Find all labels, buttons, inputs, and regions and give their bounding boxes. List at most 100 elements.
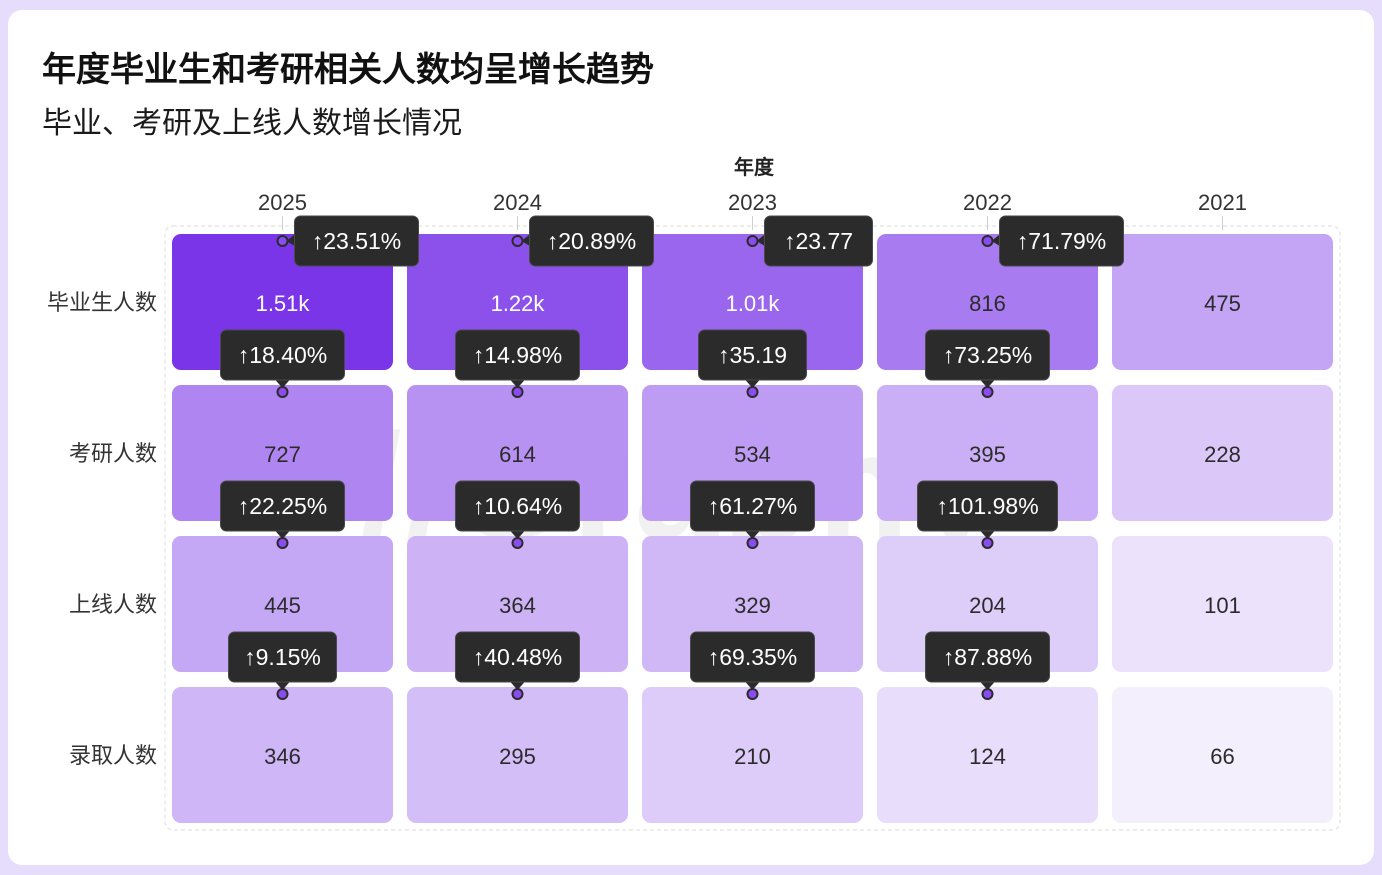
growth-label: ↑18.40% — [238, 342, 328, 368]
growth-annotation: ↑87.88% — [925, 631, 1050, 700]
growth-annotation: ↑18.40% — [220, 329, 345, 398]
plot-frame — [164, 225, 1341, 831]
x-tick-label-2024: 2024 — [493, 190, 542, 215]
growth-pointer — [744, 681, 761, 690]
cell-value-label: 1.01k — [726, 291, 781, 316]
growth-label: ↑10.64% — [473, 493, 563, 519]
y-tick-label: 上线人数 — [69, 592, 157, 617]
growth-label: ↑69.35% — [708, 644, 798, 670]
heatmap-cell — [642, 687, 863, 823]
heatmap-cell — [1112, 234, 1333, 370]
growth-annotation: ↑23.77 — [746, 215, 873, 267]
cell-value-label: 395 — [969, 442, 1006, 467]
x-axis-title: 年度 — [734, 155, 775, 179]
growth-annotation: ↑35.19 — [698, 329, 807, 398]
growth-pointer — [979, 530, 996, 539]
y-tick-label: 考研人数 — [69, 441, 157, 466]
growth-label: ↑20.89% — [547, 228, 637, 254]
growth-bubble — [690, 631, 815, 683]
heatmap-cell — [1112, 687, 1333, 823]
growth-bubble — [294, 215, 419, 267]
heatmap-cell — [1112, 536, 1333, 672]
cell-value-label: 124 — [969, 744, 1006, 769]
cell-value-label: 445 — [264, 593, 301, 618]
growth-pointer — [979, 379, 996, 388]
growth-label: ↑73.25% — [943, 342, 1033, 368]
growth-marker — [981, 537, 994, 549]
growth-marker — [746, 386, 759, 398]
growth-annotation: ↑40.48% — [455, 631, 580, 700]
growth-pointer — [744, 530, 761, 539]
growth-pointer — [509, 530, 526, 539]
heatmap-cell — [172, 687, 393, 823]
growth-bubble — [925, 631, 1050, 683]
growth-annotation: ↑14.98% — [455, 329, 580, 398]
growth-marker — [276, 235, 289, 247]
growth-annotation: ↑9.15% — [228, 631, 337, 700]
growth-bubble — [220, 329, 345, 381]
x-tick-label-2023: 2023 — [728, 190, 777, 215]
growth-marker — [511, 688, 524, 700]
growth-bubble — [455, 631, 580, 683]
growth-bubble — [917, 480, 1058, 532]
growth-annotation: ↑71.79% — [981, 215, 1124, 267]
growth-bubble — [529, 215, 654, 267]
growth-pointer — [744, 379, 761, 388]
chart-subtitle: 毕业、考研及上线人数增长情况 — [42, 107, 462, 140]
growth-label: ↑35.19 — [718, 342, 787, 368]
cell-value-label: 66 — [1210, 744, 1234, 769]
growth-bubble — [690, 480, 815, 532]
growth-annotation: ↑61.27% — [690, 480, 815, 549]
growth-annotation: ↑69.35% — [690, 631, 815, 700]
cell-value-label: 101 — [1204, 593, 1241, 618]
growth-bubble — [220, 480, 345, 532]
growth-annotation: ↑23.51% — [276, 215, 419, 267]
growth-marker — [746, 537, 759, 549]
growth-bubble — [455, 480, 580, 532]
cell-value-label: 1.22k — [491, 291, 546, 316]
growth-bubble — [698, 329, 807, 381]
cell-value-label: 204 — [969, 593, 1006, 618]
heatmap-cell — [407, 687, 628, 823]
growth-annotation: ↑20.89% — [511, 215, 654, 267]
growth-annotation: ↑101.98% — [917, 480, 1058, 549]
cell-value-label: 346 — [264, 744, 301, 769]
cell-value-label: 329 — [734, 593, 771, 618]
growth-pointer — [274, 681, 291, 690]
growth-marker — [511, 235, 524, 247]
cell-value-label: 364 — [499, 593, 536, 618]
growth-marker — [981, 386, 994, 398]
growth-bubble — [764, 215, 873, 267]
growth-marker — [276, 386, 289, 398]
x-tick-label-2022: 2022 — [963, 190, 1012, 215]
growth-marker — [746, 235, 759, 247]
cell-value-label: 1.51k — [256, 291, 311, 316]
growth-pointer — [274, 530, 291, 539]
growth-pointer — [274, 379, 291, 388]
growth-label: ↑9.15% — [244, 644, 321, 670]
growth-bubble — [925, 329, 1050, 381]
growth-annotation: ↑22.25% — [220, 480, 345, 549]
cell-value-label: 295 — [499, 744, 536, 769]
heatmap-cell — [1112, 385, 1333, 521]
x-tick-label-2025: 2025 — [258, 190, 307, 215]
cell-value-label: 614 — [499, 442, 536, 467]
y-tick-label: 录取人数 — [69, 743, 157, 768]
growth-marker — [276, 688, 289, 700]
growth-pointer — [979, 681, 996, 690]
x-tick-label-2021: 2021 — [1198, 190, 1247, 215]
cell-value-label: 475 — [1204, 291, 1241, 316]
growth-annotation: ↑10.64% — [455, 480, 580, 549]
growth-label: ↑40.48% — [473, 644, 563, 670]
growth-annotation: ↑73.25% — [925, 329, 1050, 398]
heatmap-cell — [172, 536, 393, 672]
y-tick-label: 毕业生人数 — [47, 290, 157, 315]
growth-marker — [511, 386, 524, 398]
growth-label: ↑61.27% — [708, 493, 798, 519]
growth-label: ↑87.88% — [943, 644, 1033, 670]
growth-label: ↑23.51% — [312, 228, 402, 254]
growth-label: ↑22.25% — [238, 493, 328, 519]
heatmap-cell — [642, 234, 863, 370]
growth-bubble — [228, 631, 337, 683]
